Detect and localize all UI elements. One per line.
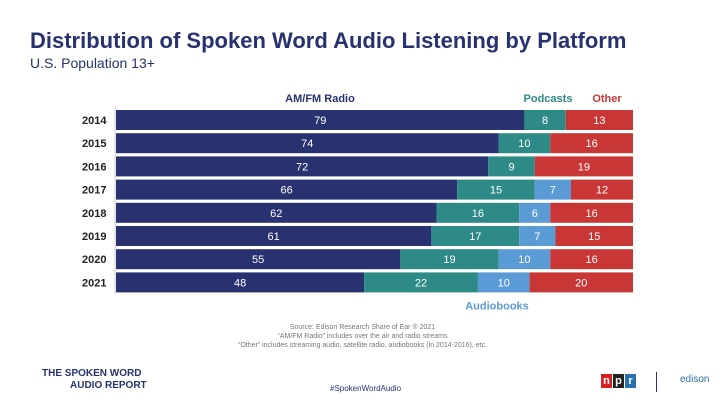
bar-segment [116, 272, 365, 293]
bar-segment [534, 179, 571, 200]
bar-segment [529, 272, 633, 293]
data-label: 16 [472, 208, 484, 220]
data-label: 61 [268, 231, 280, 243]
data-label: 55 [252, 254, 264, 266]
bar-segment [524, 110, 566, 130]
data-label: 48 [234, 277, 246, 289]
data-label: 16 [586, 208, 598, 220]
data-label: 19 [578, 161, 590, 173]
data-label: 16 [586, 138, 598, 150]
logo-line2: AUDIO REPORT [70, 380, 147, 391]
bar-segment [565, 110, 633, 130]
data-label: 19 [443, 254, 455, 266]
logo-line1: THE SPOKEN WORD [42, 368, 142, 379]
bar-segment [116, 110, 525, 130]
bar-segment [550, 249, 633, 270]
spoken-word-logo: THE SPOKEN WORD AUDIO REPORT [20, 368, 147, 392]
data-label: 20 [575, 277, 587, 289]
y-tick-label: 2018 [82, 208, 106, 220]
bar-segment [498, 133, 551, 154]
bar-segment [555, 226, 633, 246]
bar-segment [519, 202, 551, 223]
logo-divider [656, 372, 657, 392]
bar-segment [436, 202, 520, 223]
data-label: 66 [280, 185, 292, 197]
data-label: 13 [593, 115, 605, 127]
bar-segment [519, 226, 556, 246]
bar-segment [570, 179, 633, 200]
data-label: 16 [586, 254, 598, 266]
bar-segment [550, 133, 633, 154]
legend-label: Other [592, 93, 622, 105]
legend-label: Audiobooks [465, 300, 529, 312]
y-tick-label: 2015 [82, 138, 106, 150]
data-label: 22 [415, 277, 427, 289]
data-label: 79 [314, 115, 326, 127]
data-label: 7 [550, 185, 556, 197]
source-notes: Source: Edison Research Share of Ear ® 2… [0, 323, 725, 350]
bar-segment [116, 179, 458, 200]
bar-segment [364, 272, 478, 293]
radio-note: “AM/FM Radio” includes over the air and … [277, 333, 448, 340]
npr-p: p [613, 374, 624, 388]
data-label: 62 [270, 208, 282, 220]
y-tick-label: 2019 [82, 231, 106, 243]
data-label: 10 [518, 138, 530, 150]
data-label: 10 [518, 254, 530, 266]
chart-title: Distribution of Spoken Word Audio Listen… [30, 28, 627, 53]
bar-segment [116, 133, 499, 154]
data-label: 10 [498, 277, 510, 289]
bar-segment [498, 249, 551, 270]
other-note: “Other” includes streaming audio, satell… [237, 342, 488, 349]
bar-segment [457, 179, 535, 200]
bar-segment [550, 202, 633, 223]
npr-n: n [601, 374, 612, 388]
y-tick-label: 2020 [82, 254, 106, 266]
bar-segment [534, 156, 633, 177]
data-label: 72 [296, 161, 308, 173]
legend-label: AM/FM Radio [285, 93, 355, 105]
data-label: 7 [534, 231, 540, 243]
y-tick-label: 2021 [82, 277, 106, 289]
y-tick-label: 2014 [82, 115, 107, 127]
data-label: 17 [469, 231, 481, 243]
hashtag: #SpokenWordAudio [330, 384, 402, 393]
y-tick-label: 2017 [82, 185, 106, 197]
y-tick-label: 2016 [82, 161, 106, 173]
bar-segment [477, 272, 530, 293]
bar-segment [116, 249, 401, 270]
bar-segment [400, 249, 499, 270]
legend-label: Podcasts [524, 93, 573, 105]
data-label: 9 [508, 161, 514, 173]
npr-r: r [625, 374, 636, 388]
data-label: 6 [532, 208, 538, 220]
bar-segment [488, 156, 535, 177]
data-label: 15 [490, 185, 502, 197]
source-note: Source: Edison Research Share of Ear ® 2… [289, 324, 436, 331]
data-label: 15 [588, 231, 600, 243]
npr-logo: n p r [601, 374, 636, 388]
edison-logo: edison [680, 374, 710, 385]
data-label: 74 [301, 138, 313, 150]
bar-segment [116, 202, 437, 223]
bar-segment [431, 226, 520, 246]
data-label: 8 [542, 115, 548, 127]
data-label: 12 [596, 185, 608, 197]
bar-segment [116, 226, 432, 246]
bar-segment [116, 156, 489, 177]
chart-subtitle: U.S. Population 13+ [30, 55, 155, 71]
